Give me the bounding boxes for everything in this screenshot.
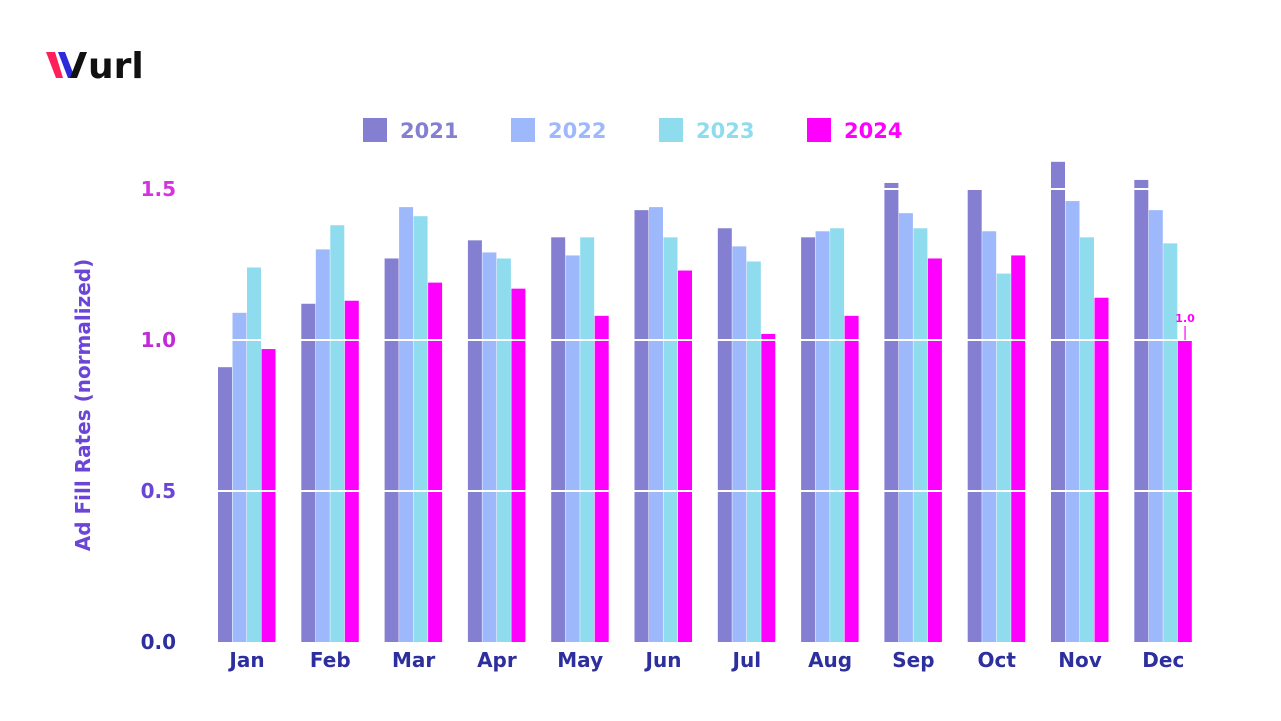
bar-aug-2024 <box>844 315 859 642</box>
x-tick-label-oct: Oct <box>977 648 1016 672</box>
logo-w-red <box>46 52 63 78</box>
legend-swatch-2024 <box>807 118 831 142</box>
legend-label-2022: 2022 <box>548 119 606 143</box>
wurl-logo: url <box>44 38 164 88</box>
wurl-logo-svg: url <box>46 46 144 87</box>
bar-may-2024 <box>594 315 609 642</box>
y-tick-label: 0.5 <box>141 479 176 503</box>
bar-jul-2023 <box>746 261 761 642</box>
bar-sep-2024 <box>927 258 942 642</box>
data-label-dec-2024: 1.0 <box>1175 312 1195 325</box>
legend-label-2023: 2023 <box>696 119 754 143</box>
bar-dec-2022 <box>1148 210 1163 642</box>
x-tick-label-nov: Nov <box>1058 648 1102 672</box>
x-tick-label-may: May <box>557 648 603 672</box>
bar-mar-2023 <box>413 216 428 642</box>
x-tick-label-mar: Mar <box>392 648 435 672</box>
x-tick-label-aug: Aug <box>808 648 852 672</box>
bar-jun-2021 <box>634 210 649 642</box>
bar-jul-2022 <box>732 246 747 642</box>
bar-jul-2021 <box>717 228 732 642</box>
bar-may-2022 <box>565 255 580 642</box>
x-tick-label-dec: Dec <box>1142 648 1184 672</box>
bar-feb-2024 <box>344 300 359 642</box>
bar-nov-2024 <box>1094 297 1109 642</box>
y-tick-label: 1.0 <box>141 328 176 352</box>
x-tick-label-apr: Apr <box>477 648 517 672</box>
y-axis: 0.0 0.5 1.0 1.5 <box>141 177 176 654</box>
x-tick-label-sep: Sep <box>892 648 934 672</box>
bar-oct-2021 <box>967 189 982 642</box>
logo-w-black <box>70 52 87 78</box>
bar-sep-2021 <box>884 182 899 642</box>
x-tick-label-jan: Jan <box>227 648 264 672</box>
legend-label-2021: 2021 <box>400 119 458 143</box>
x-tick-label-jul: Jul <box>731 648 762 672</box>
bar-oct-2022 <box>982 231 997 642</box>
bar-mar-2024 <box>428 282 443 642</box>
logo-w-blue <box>58 52 75 78</box>
bar-jun-2022 <box>649 207 663 642</box>
bar-dec-2023 <box>1163 243 1178 643</box>
bar-nov-2023 <box>1080 237 1094 642</box>
logo-text: url <box>88 46 144 84</box>
annotations: 1.0 <box>1175 312 1195 340</box>
bar-apr-2022 <box>482 252 497 643</box>
y-tick-label: 1.5 <box>141 177 176 201</box>
legend-swatch-2022 <box>511 118 535 142</box>
bar-apr-2024 <box>511 288 526 642</box>
bar-aug-2023 <box>830 228 845 642</box>
bar-apr-2021 <box>467 240 482 642</box>
x-tick-label-jun: Jun <box>644 648 682 672</box>
bar-jan-2022 <box>232 312 247 642</box>
bar-oct-2024 <box>1011 255 1026 642</box>
bar-jan-2021 <box>218 367 232 642</box>
gridlines <box>205 188 1195 492</box>
bar-aug-2021 <box>801 237 816 642</box>
bar-may-2023 <box>580 237 595 642</box>
bar-feb-2021 <box>301 303 316 642</box>
bar-dec-2021 <box>1134 179 1149 642</box>
bar-sep-2022 <box>898 213 913 642</box>
x-axis: Jan Feb Mar Apr May Jun Jul Aug Sep Oct Nov Dec <box>227 648 1184 672</box>
y-tick-label: 0.0 <box>141 630 176 654</box>
chart-legend: 2021 2022 2023 2024 <box>363 118 902 143</box>
legend-label-2024: 2024 <box>844 119 902 143</box>
legend-swatch-2021 <box>363 118 387 142</box>
bar-jan-2023 <box>247 267 261 642</box>
bar-oct-2023 <box>996 273 1011 642</box>
legend-swatch-2023 <box>659 118 683 142</box>
bar-may-2021 <box>551 237 566 642</box>
bar-nov-2021 <box>1051 161 1065 642</box>
bar-mar-2021 <box>384 258 399 642</box>
bar-apr-2023 <box>496 258 511 642</box>
bar-jun-2024 <box>678 270 692 642</box>
bar-feb-2022 <box>315 249 330 642</box>
bar-feb-2023 <box>330 225 345 643</box>
bar-aug-2022 <box>815 231 830 642</box>
bar-mar-2022 <box>399 207 414 642</box>
bar-sep-2023 <box>913 228 928 642</box>
bar-jan-2024 <box>261 349 276 642</box>
y-axis-title: Ad Fill Rates (normalized) <box>71 259 95 552</box>
bars <box>218 161 1192 643</box>
bar-jul-2024 <box>761 333 776 642</box>
x-tick-label-feb: Feb <box>310 648 351 672</box>
bar-jun-2023 <box>663 237 678 642</box>
bar-nov-2022 <box>1065 201 1080 642</box>
